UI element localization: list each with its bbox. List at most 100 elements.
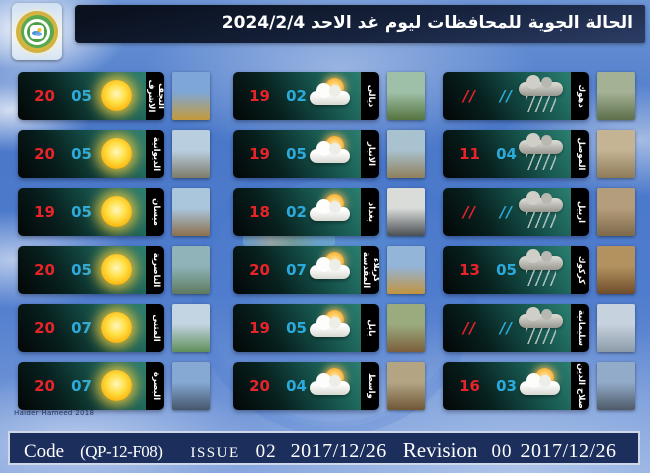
city-name-label: الموصل: [571, 130, 589, 178]
city-name-text: البصرة: [150, 371, 161, 401]
weather-card-unit: // // دهوك: [443, 72, 589, 120]
emblem-outer-ring: [16, 10, 58, 53]
forecast-row: // // اربيل: [443, 188, 635, 236]
sun-icon: [101, 370, 132, 401]
city-name-text: سليمانية: [575, 309, 586, 346]
city-name-label: المثنى: [146, 304, 164, 352]
city-name-label: واسط: [361, 362, 379, 410]
wind-speed-value: 05: [71, 87, 92, 105]
city-photo: [172, 304, 210, 352]
cloud-icon: [310, 199, 350, 221]
forecast-row: 19 05 ميسان: [18, 188, 210, 236]
city-photo: [387, 130, 425, 178]
weather-condition-icon: [93, 367, 141, 405]
agency-logo: [12, 3, 62, 60]
cloud-icon: [310, 315, 350, 337]
weather-card-unit: 18 02 بغداد: [233, 188, 379, 236]
forecast-row: 19 05 بابل: [233, 304, 425, 352]
temperature-value: 19: [249, 319, 270, 337]
city-photo: [172, 246, 210, 294]
city-photo: [172, 130, 210, 178]
weather-card-unit: 20 05 النجف الاشرف: [18, 72, 164, 120]
city-name-text: كركوك: [575, 255, 586, 285]
forecast-row: 16 03 صلاح الدين: [443, 362, 635, 410]
forecast-column-central: 19 02 ديالى 19 05: [233, 72, 425, 420]
city-name-text: واسط: [365, 373, 376, 399]
weather-card: 20 05: [18, 130, 146, 178]
city-photo: [387, 304, 425, 352]
rain-drops-icon: [526, 328, 556, 344]
city-photo: [172, 362, 210, 410]
forecast-row: 13 05 كركوك: [443, 246, 635, 294]
weather-condition-icon: [308, 367, 356, 405]
city-photo: [597, 72, 635, 120]
weather-card-unit: 20 05 الديوانية: [18, 130, 164, 178]
weather-card-unit: // // اربيل: [443, 188, 589, 236]
city-name-label: النجف الاشرف: [146, 72, 164, 120]
city-photo: [172, 72, 210, 120]
wind-speed-value: 05: [286, 319, 307, 337]
city-name-text: ديالى: [365, 84, 376, 108]
weather-condition-icon: [93, 309, 141, 347]
weather-condition-icon: [518, 133, 566, 173]
weather-card: 19 02: [233, 72, 361, 120]
weather-condition-icon: [308, 251, 356, 289]
temperature-value: 16: [459, 377, 480, 395]
emblem-inner-ring: [27, 21, 47, 42]
city-photo: [597, 304, 635, 352]
weather-card-unit: // // سليمانية: [443, 304, 589, 352]
city-photo: [172, 188, 210, 236]
wind-speed-value: 07: [71, 319, 92, 337]
forecast-row: 20 05 الديوانية: [18, 130, 210, 178]
weather-condition-icon: [93, 251, 141, 289]
forecast-row: 20 07 المثنى: [18, 304, 210, 352]
weather-condition-icon: [93, 193, 141, 231]
cloud-icon: [519, 75, 563, 96]
revision-number: 00: [491, 441, 513, 462]
weather-card: 19 05: [233, 304, 361, 352]
weather-card: 11 04: [443, 130, 571, 178]
forecast-column-south: 20 05 النجف الاشرف 20 05: [18, 72, 210, 420]
city-name-label: ديالى: [361, 72, 379, 120]
temperature-value: 19: [249, 145, 270, 163]
forecast-column-north: // // دهوك 11 04: [443, 72, 635, 420]
temperature-value: 11: [459, 145, 480, 163]
city-photo: [387, 188, 425, 236]
rain-drops-icon: [526, 154, 556, 170]
weather-card: // //: [443, 72, 571, 120]
temperature-value: 19: [249, 87, 270, 105]
city-name-text: الناصرية: [150, 252, 161, 288]
forecast-row: 19 02 ديالى: [233, 72, 425, 120]
wind-speed-value: 02: [286, 87, 307, 105]
credit-text: Haider Hameed 2018: [14, 409, 95, 417]
weather-card-unit: 19 05 الانبار: [233, 130, 379, 178]
city-name-text: دهوك: [575, 84, 586, 108]
city-name-label: كربلاء المقدسة: [361, 246, 379, 294]
weather-card: 20 07: [233, 246, 361, 294]
city-name-label: صلاح الدين: [571, 362, 589, 410]
city-photo: [387, 362, 425, 410]
city-photo: [387, 246, 425, 294]
wind-speed-value: 05: [71, 145, 92, 163]
wind-speed-value: 05: [71, 261, 92, 279]
city-name-text: المثنى: [150, 314, 161, 342]
cloud-icon: [310, 83, 350, 105]
city-name-label: الناصرية: [146, 246, 164, 294]
weather-card-unit: 19 05 بابل: [233, 304, 379, 352]
city-photo: [597, 362, 635, 410]
sun-icon: [101, 196, 132, 227]
city-name-label: ميسان: [146, 188, 164, 236]
weather-card-unit: 13 05 كركوك: [443, 246, 589, 294]
sun-icon: [101, 80, 132, 111]
revision-label: Revision: [402, 438, 478, 462]
weather-card-unit: 19 05 ميسان: [18, 188, 164, 236]
issue-date: 2017/12/26: [290, 440, 387, 462]
weather-card: 19 05: [18, 188, 146, 236]
city-name-text: صلاح الدين: [575, 363, 586, 409]
wind-speed-value: 05: [496, 261, 517, 279]
city-name-label: سليمانية: [571, 304, 589, 352]
weather-card: 16 03: [443, 362, 571, 410]
forecast-row: // // سليمانية: [443, 304, 635, 352]
city-photo: [597, 130, 635, 178]
